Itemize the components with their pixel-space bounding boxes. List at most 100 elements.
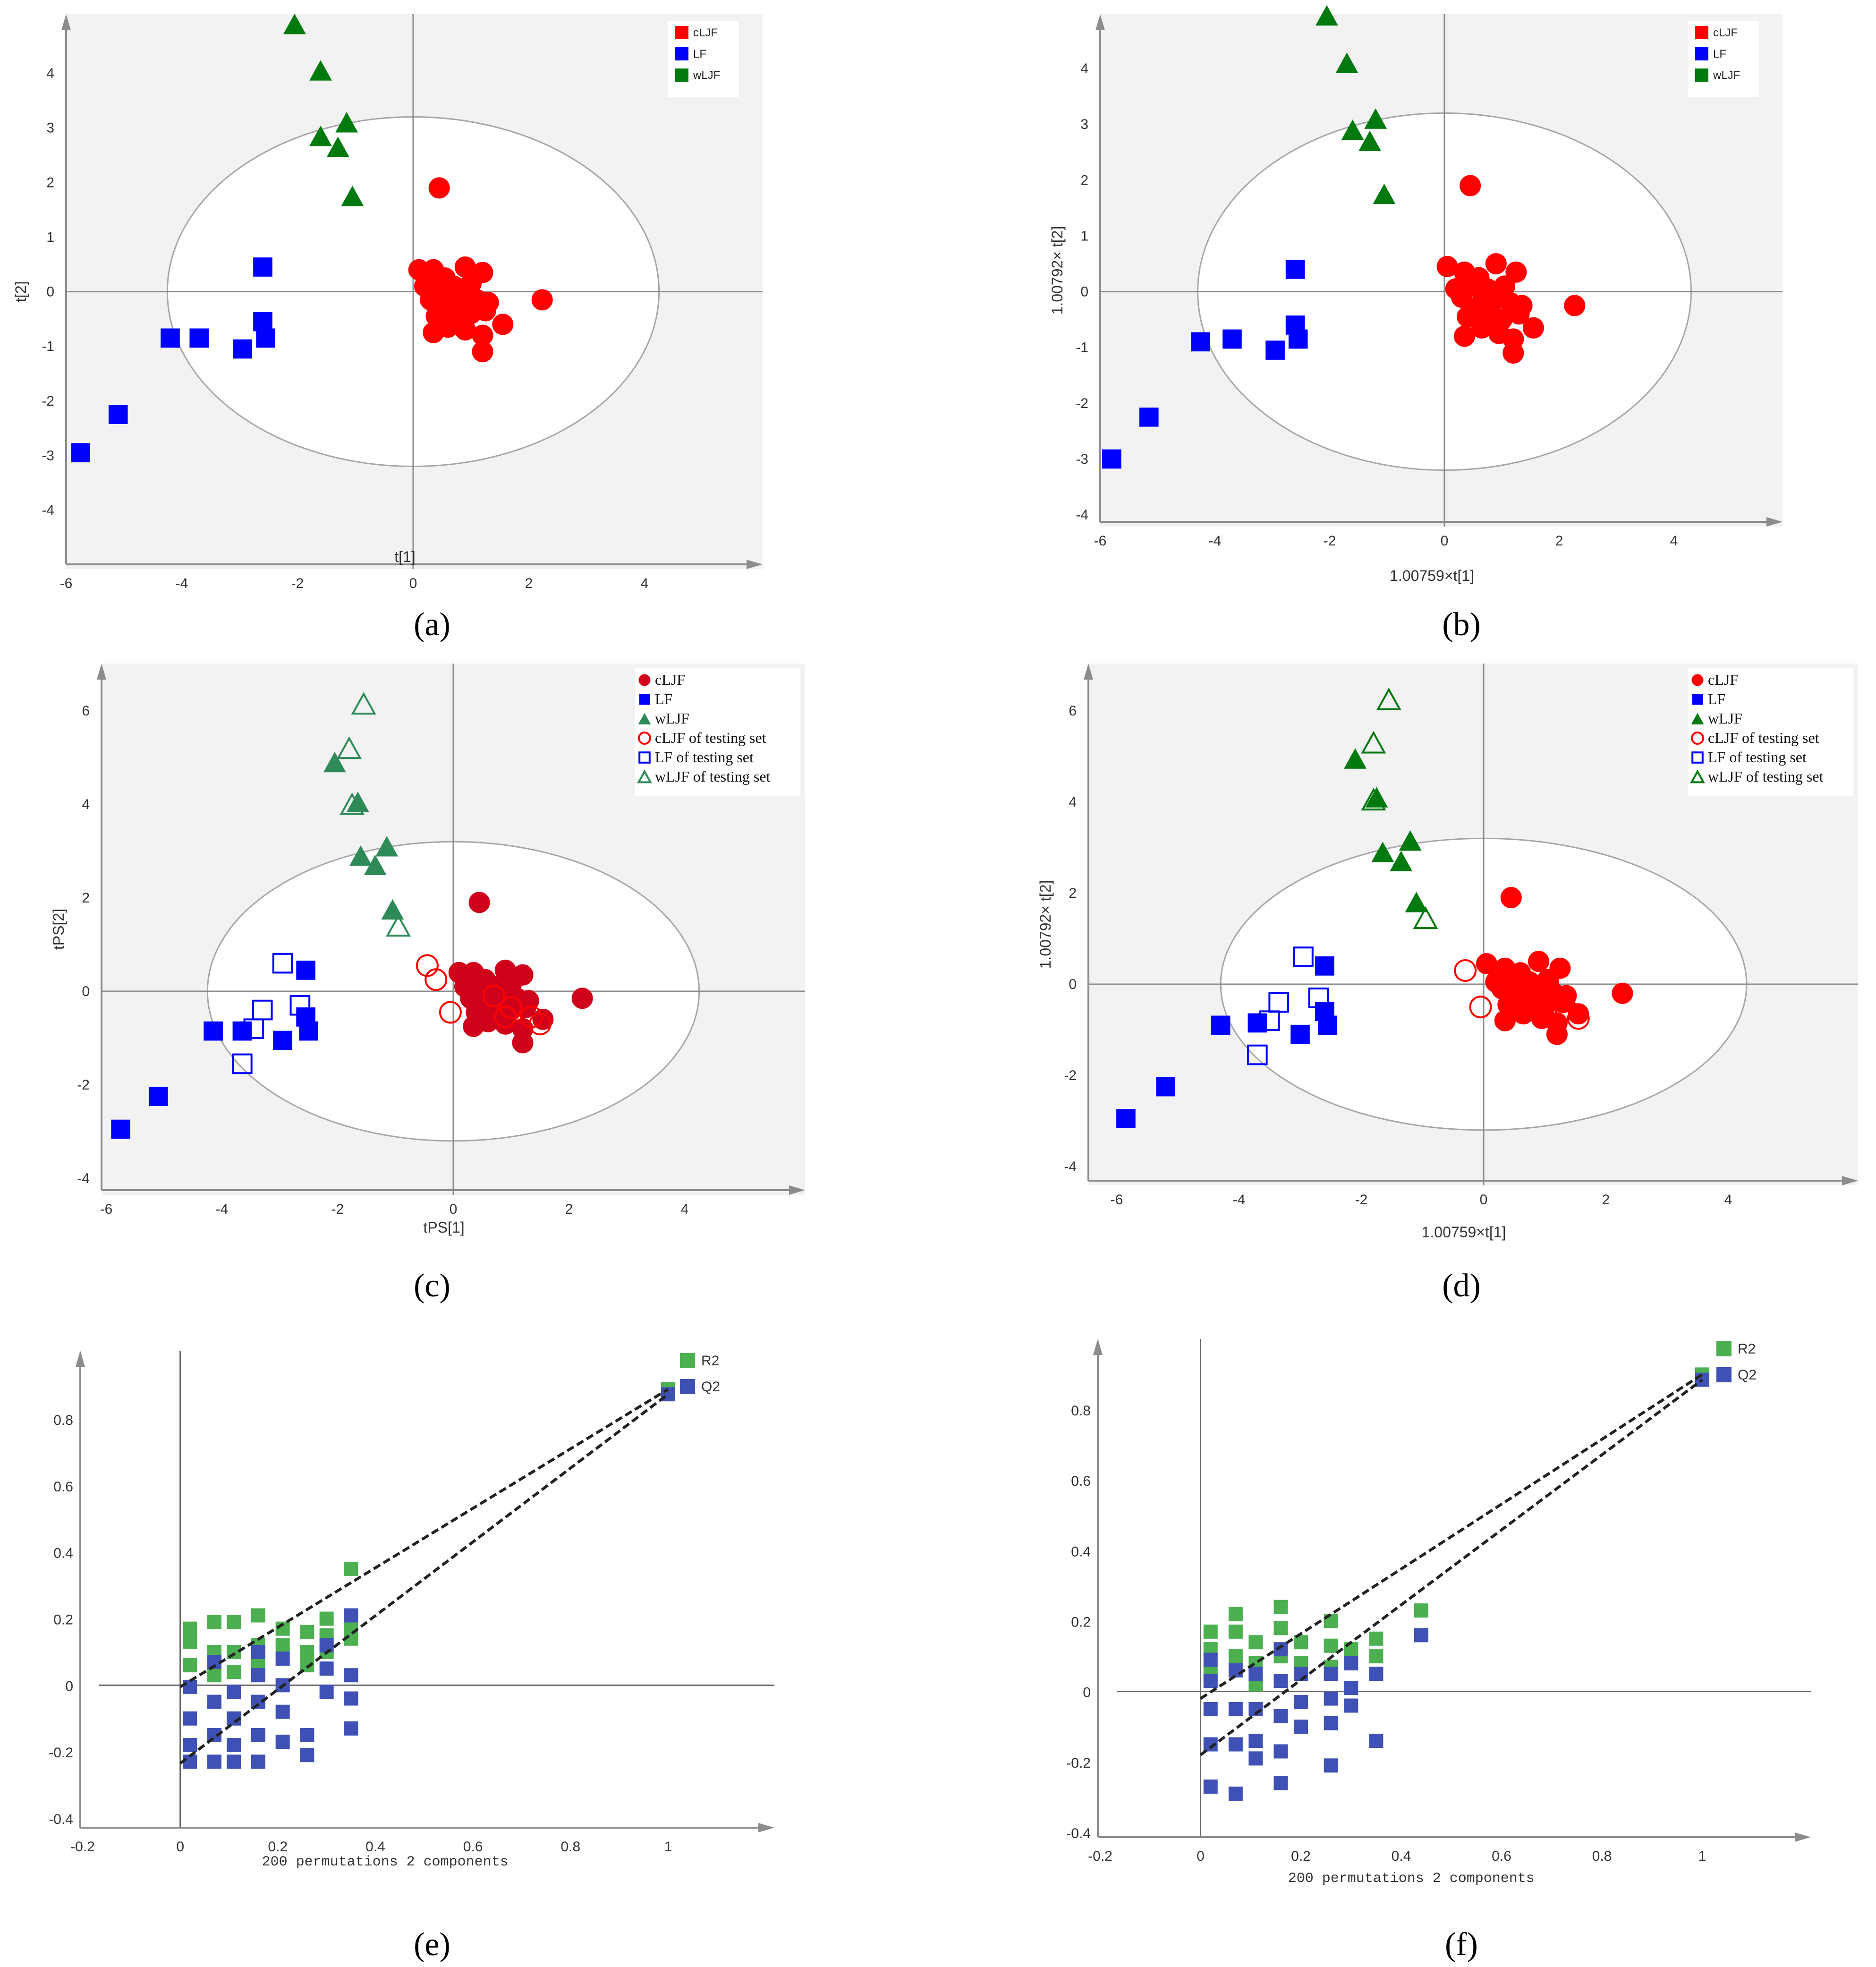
y-axis-label: t[2] <box>12 281 29 302</box>
data-point-cljf <box>1451 286 1472 308</box>
y-axis-head <box>1095 14 1105 30</box>
data-point-wljf <box>1344 748 1367 769</box>
y-tick-label: -1 <box>42 339 54 354</box>
y-tick-label: -4 <box>1076 507 1088 523</box>
legend-symbol-wljf <box>1691 713 1704 724</box>
perm-point-r2 <box>1344 1642 1358 1657</box>
perm-point-r2 <box>1273 1621 1288 1635</box>
y-tick-label: -3 <box>1076 451 1088 467</box>
data-point-wljf <box>1399 830 1422 851</box>
perm-point-r2 <box>183 1635 197 1649</box>
y-tick-label: 4 <box>1069 794 1077 810</box>
y-axis-label: 1.00792× t[2] <box>1037 880 1054 969</box>
chart-panel-e: -0.2 0 0.2 0.4 0.6 0.8 1 -0.4 -0.2 0 0.2 0.4 0.6 0.8 2… <box>49 1351 774 1963</box>
data-point-wljf <box>349 845 372 866</box>
perm-point-r2 <box>1228 1607 1243 1621</box>
data-point-cljf-of-testing-set <box>1567 1007 1590 1030</box>
perm-point-r2 <box>344 1561 358 1576</box>
x-tick-label: -6 <box>1111 1192 1123 1208</box>
perm-point-r2 <box>183 1621 197 1636</box>
data-point-lf-of-testing-set <box>1308 988 1329 1008</box>
data-point-wljf <box>309 126 332 146</box>
legend-label-cljf: cLJF <box>1713 26 1738 39</box>
legend-swatch-wljf <box>1695 68 1708 82</box>
data-point-cljf-of-testing-set <box>528 1013 552 1036</box>
perm-point-r2 <box>207 1615 221 1629</box>
x-tick-label: 4 <box>1670 533 1678 549</box>
y-tick-label: 0 <box>1083 1685 1091 1701</box>
legend-swatch-q2 <box>1716 1367 1732 1382</box>
x-tick-label: -6 <box>1094 533 1107 549</box>
legend-swatch-r2 <box>1716 1341 1732 1356</box>
data-point-lf <box>273 1030 292 1050</box>
x-tick-label: -0.2 <box>70 1839 95 1855</box>
x-axis-label: tPS[1] <box>423 1219 464 1236</box>
x-tick-label: 0 <box>409 576 417 591</box>
perm-point-q2 <box>344 1721 358 1736</box>
y-axis-head <box>76 1351 85 1367</box>
perm-point-q2 <box>1248 1751 1263 1766</box>
perm-point-q2 <box>183 1679 197 1694</box>
x-tick-label: 0 <box>1197 1848 1205 1864</box>
y-tick-label: 0.4 <box>1071 1544 1091 1559</box>
perm-point-q2 <box>1324 1691 1338 1706</box>
data-point-wljf <box>375 836 399 857</box>
data-point-wljf <box>1365 787 1388 808</box>
data-point-cljf <box>1522 987 1544 1009</box>
x-tick-label: -6 <box>60 576 73 591</box>
data-point-cljf-of-testing-set <box>482 984 505 1007</box>
y-tick-label: 1 <box>1080 228 1088 244</box>
data-point-cljf <box>1528 951 1550 972</box>
y-tick-label: 0.2 <box>1071 1615 1091 1630</box>
perm-point-q2 <box>1344 1698 1358 1713</box>
legend-symbol-wljf-of-testing-set <box>637 769 652 783</box>
legend-symbol-lf <box>1692 694 1703 705</box>
legend-swatch-cljf <box>1695 26 1708 39</box>
data-point-cljf <box>492 314 514 335</box>
data-point-lf-of-testing-set <box>232 1053 253 1074</box>
perm-point-q2 <box>275 1652 290 1666</box>
data-point-wljf <box>1390 851 1413 871</box>
x-tick-label: 4 <box>641 576 649 591</box>
y-tick-label: -1 <box>1076 340 1088 356</box>
data-point-wljf-of-testing-set <box>1361 731 1386 754</box>
perm-point-r2 <box>300 1644 314 1659</box>
legend-symbol-wljf <box>638 713 651 724</box>
data-point-wljf-of-testing-set <box>1413 906 1438 929</box>
data-point-cljf-of-testing-set <box>416 954 439 977</box>
y-axis-label: tPS[2] <box>50 909 67 950</box>
perm-point-r2 <box>1324 1638 1338 1653</box>
chart-panel-c: -6 -4 -2 0 2 4 -4 -2 0 2 4 6 tPS[1] tPS[2] cLJF LF wLJF c… <box>50 664 805 1304</box>
perm-point-q2 <box>1273 1642 1288 1657</box>
regression-line-r2 <box>1199 1373 1703 1700</box>
data-point-wljf <box>364 854 387 876</box>
perm-point-r2 <box>207 1668 221 1683</box>
legend-symbol-wljf-of-testing-set <box>1690 769 1705 783</box>
x-tick-label: -2 <box>1355 1192 1368 1208</box>
data-point-wljf <box>309 60 332 81</box>
data-point-cljf <box>1612 982 1633 1004</box>
y-tick-label: -4 <box>42 502 54 518</box>
x-tick-label: -4 <box>1209 533 1222 549</box>
chart-panel-b: -6 -4 -2 0 2 4 -4 -3 -2 -1 0 1 2 3 4 1.00759×t[1] 1.0079… <box>1049 5 1783 643</box>
chart-panel-d: -6 -4 -2 0 2 4 -4 -2 0 2 4 6 1.00759×t[1] 1.00792× t[… <box>1037 664 1858 1304</box>
legend-swatch-wljf <box>675 68 688 82</box>
y-tick-label: 0 <box>1069 977 1077 992</box>
perm-point-q2 <box>1228 1702 1243 1716</box>
data-point-lf <box>148 1087 168 1107</box>
legend-symbol-cljf <box>1691 674 1704 686</box>
data-point-wljf <box>326 136 349 157</box>
data-point-cljf <box>1502 342 1524 364</box>
x-tick-label: 2 <box>1555 533 1563 549</box>
x-tick-label: -4 <box>176 576 188 591</box>
y-tick-label: 6 <box>1069 703 1077 719</box>
data-point-lf <box>1222 329 1242 349</box>
x-axis-head <box>1766 517 1783 527</box>
legend-label-lf: LF <box>693 48 706 60</box>
y-tick-label: 0 <box>65 1678 73 1694</box>
y-tick-label: 0 <box>82 984 90 999</box>
perm-point-r2 <box>1203 1624 1218 1639</box>
data-point-lf <box>296 961 315 980</box>
data-point-wljf <box>1341 119 1364 140</box>
